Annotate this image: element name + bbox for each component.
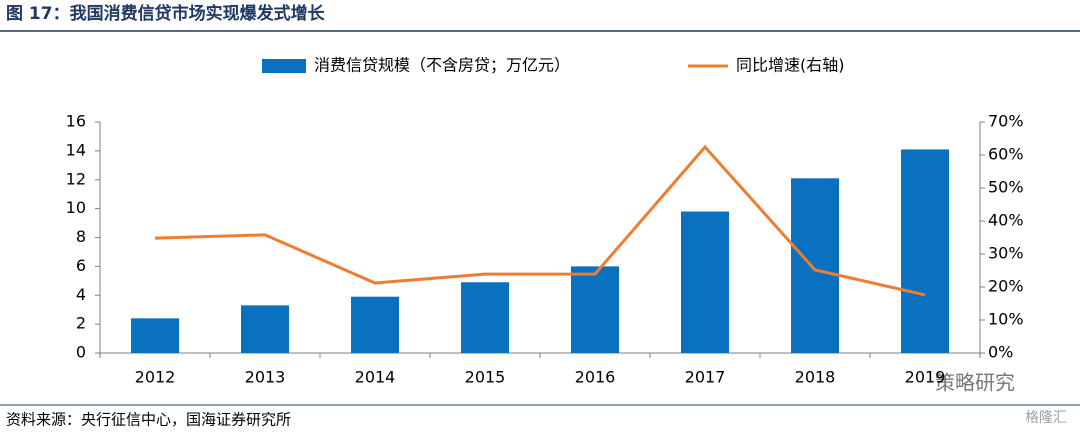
x-tick-label: 2014: [355, 368, 396, 387]
y-tick-label: 8: [76, 227, 86, 246]
y2-tick-label: 70%: [988, 112, 1024, 131]
legend-swatch: [262, 59, 306, 73]
source: 资料来源：央行征信中心，国海证券研究所: [6, 411, 291, 429]
chart-title: 图 17：我国消费信贷市场实现爆发式增长: [6, 3, 326, 24]
bar: [241, 305, 289, 353]
line: [154, 144, 926, 297]
y-tick-label: 6: [76, 256, 86, 275]
x-tick-label: 2013: [245, 368, 286, 387]
x-tick-label: 2015: [465, 368, 506, 387]
y-tick-label: 16: [66, 112, 86, 131]
watermark: 格隆汇: [1025, 410, 1067, 426]
y2-tick-label: 20%: [988, 277, 1024, 296]
legend-label: 同比增速(右轴): [736, 56, 845, 75]
bar: [681, 211, 729, 353]
y2-tick-label: 30%: [988, 244, 1024, 263]
x-tick-label: 2016: [575, 368, 616, 387]
y-tick-label: 10: [66, 198, 86, 217]
bar: [901, 149, 949, 353]
bar: [351, 296, 399, 353]
y2-tick-label: 50%: [988, 178, 1024, 197]
bar: [131, 318, 179, 353]
y-tick-label: 14: [66, 140, 86, 159]
watermark: 策略研究: [935, 371, 1015, 395]
x-tick-label: 2018: [795, 368, 836, 387]
legend-label: 消费信贷规模（不含房贷；万亿元）: [314, 56, 570, 75]
bar: [461, 282, 509, 353]
bar: [791, 178, 839, 353]
y-tick-label: 12: [66, 169, 86, 188]
y2-tick-label: 0%: [988, 343, 1013, 362]
x-tick-label: 2012: [135, 368, 176, 387]
y-tick-label: 2: [76, 314, 86, 333]
bar: [571, 266, 619, 353]
y-tick-label: 4: [76, 285, 86, 304]
y2-tick-label: 10%: [988, 310, 1024, 329]
y-tick-label: 0: [76, 343, 86, 362]
x-tick-label: 2019: [905, 368, 946, 387]
y2-tick-label: 40%: [988, 211, 1024, 230]
x-tick-label: 2017: [685, 368, 726, 387]
y2-tick-label: 60%: [988, 145, 1024, 164]
